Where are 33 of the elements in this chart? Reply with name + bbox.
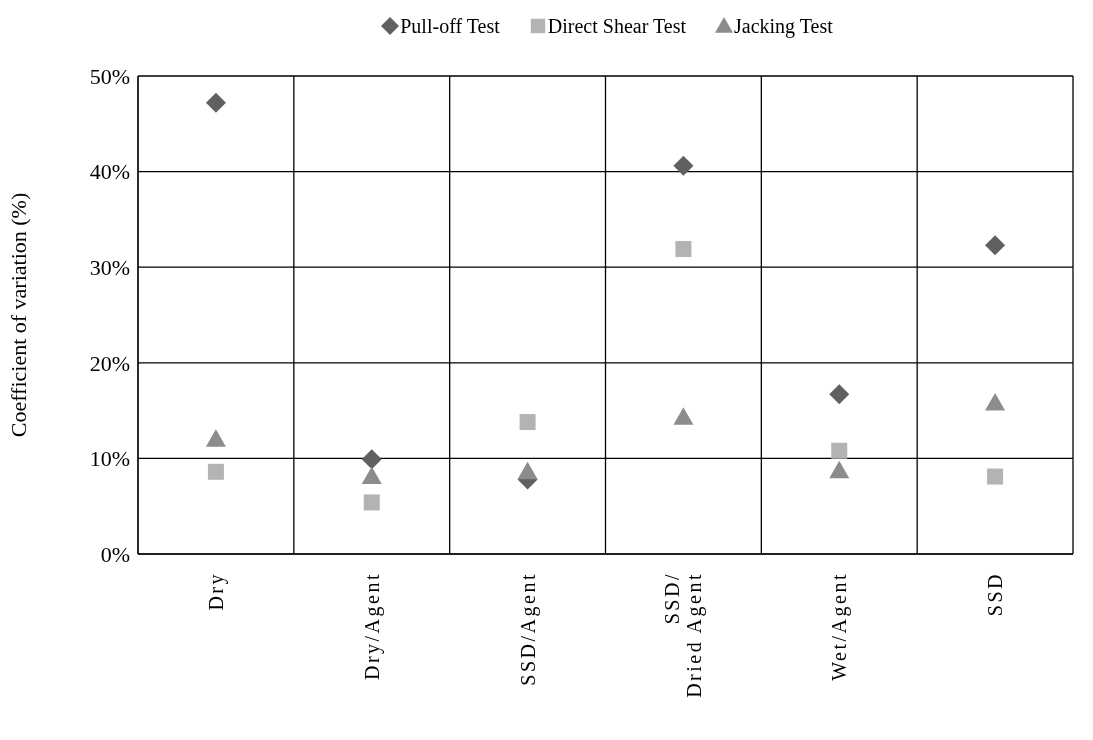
y-tick-label: 40%: [89, 159, 130, 185]
point: [673, 407, 694, 425]
point: [985, 235, 1006, 256]
point: [829, 460, 850, 479]
point: [831, 442, 848, 459]
y-tick-label: 50%: [89, 63, 130, 89]
y-tick-label: 0%: [100, 541, 130, 567]
legend-label: Direct Shear Test: [547, 14, 686, 38]
legend-label: Pull-off Test: [400, 14, 500, 38]
y-axis-title: Coefficient of variation (%): [5, 192, 31, 438]
x-tick-label: Dry: [204, 572, 228, 611]
y-tick-label: 10%: [89, 446, 130, 472]
x-tick-label: SSD/Agent: [516, 572, 540, 686]
x-tick-label: SSD: [984, 572, 1007, 617]
point: [829, 384, 850, 405]
point: [517, 461, 538, 480]
x-tick-label: Wet/Agent: [828, 572, 852, 681]
point: [363, 494, 380, 511]
point: [519, 414, 536, 431]
legend-label: Jacking Test: [733, 14, 833, 38]
point: [985, 392, 1006, 411]
point: [361, 449, 382, 470]
point: [673, 155, 694, 176]
point: [675, 241, 692, 258]
x-tick-label: Dry/Agent: [360, 572, 384, 681]
point: [205, 92, 226, 113]
point: [987, 468, 1004, 485]
y-tick-label: 30%: [89, 255, 130, 281]
point: [207, 463, 224, 480]
point: [361, 466, 382, 485]
x-tick-label: SSD/ Dried Agent: [661, 572, 707, 698]
point: [205, 429, 226, 447]
y-tick-label: 20%: [89, 350, 130, 376]
